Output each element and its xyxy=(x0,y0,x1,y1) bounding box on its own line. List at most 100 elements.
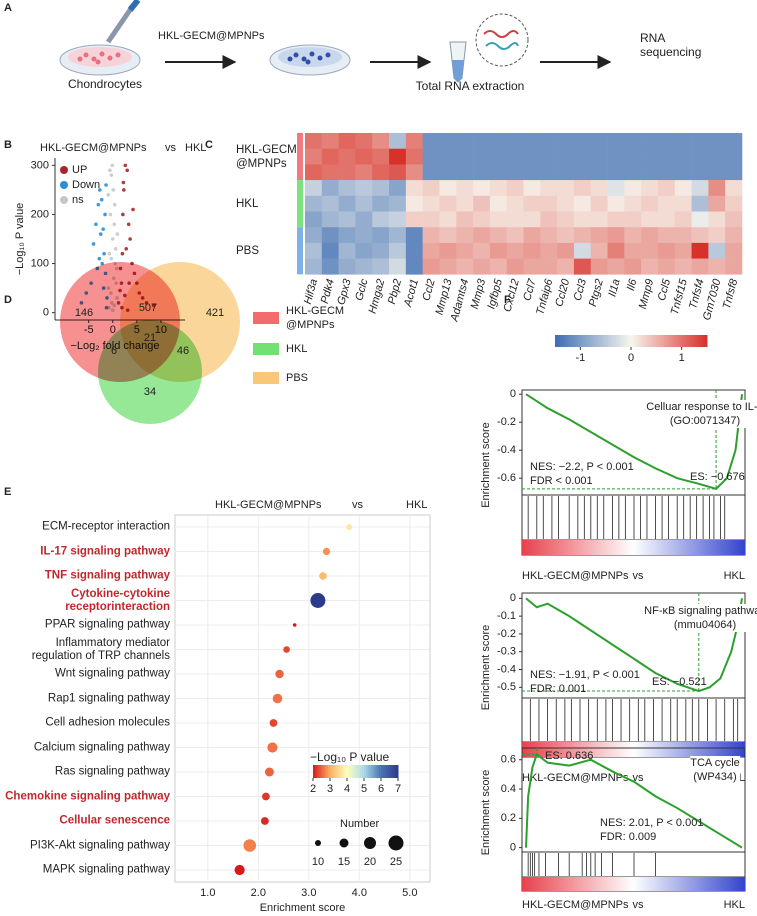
enrichment-curve xyxy=(525,752,743,849)
data-point xyxy=(102,251,106,256)
heatmap-cell xyxy=(725,258,743,275)
data-point xyxy=(111,188,116,192)
heatmap-cell xyxy=(338,227,356,244)
heatmap-cell xyxy=(405,227,423,244)
category-label: Cell adhesion molecules xyxy=(45,716,170,729)
colorbar-step xyxy=(691,335,695,347)
heatmap-cell xyxy=(372,242,390,259)
size-legend-label: 10 xyxy=(312,856,324,868)
x-tick-label: 1.0 xyxy=(200,887,215,899)
heatmap-cell xyxy=(557,164,575,181)
heatmap-cell xyxy=(506,227,524,244)
colorbar-step xyxy=(620,335,624,347)
group-bar xyxy=(297,133,303,181)
legend-swatch xyxy=(253,343,279,355)
colorbar-step xyxy=(357,765,361,778)
heatmap-cell xyxy=(473,258,491,275)
data-point xyxy=(110,163,115,168)
heatmap-cell xyxy=(355,133,373,149)
colorbar-title: −Log₁₀ P value xyxy=(310,750,390,764)
colorbar-step xyxy=(704,335,708,347)
category-label: Rap1 signaling pathway xyxy=(47,692,170,704)
heatmap-cell xyxy=(389,133,407,149)
heatmap-cell xyxy=(708,258,726,275)
colorbar-step xyxy=(325,765,329,778)
colorbar-step xyxy=(366,765,369,778)
colorbar-tick-label: 3 xyxy=(327,783,333,795)
heatmap-cell xyxy=(372,180,390,197)
colorbar-step xyxy=(349,765,352,778)
y-tick-label: 0.6 xyxy=(501,754,516,766)
colorbar-step xyxy=(676,335,680,347)
heatmap-cell xyxy=(389,180,407,197)
heatmap-cell xyxy=(422,148,440,165)
heatmap-cell xyxy=(456,164,474,181)
data-point xyxy=(107,251,112,256)
heatmap-cell xyxy=(725,180,743,197)
y-tick-label: -0.2 xyxy=(497,416,516,428)
dot xyxy=(322,547,331,556)
heatmap-cell xyxy=(422,227,440,244)
dot xyxy=(267,742,278,753)
column-label: Cxcl12 xyxy=(502,278,522,314)
x-tick-label: 2.0 xyxy=(251,887,266,899)
heatmap-cell xyxy=(372,258,390,275)
heatmap-cell xyxy=(607,227,625,244)
colorbar-step xyxy=(313,765,316,778)
colorbar-step xyxy=(666,335,670,347)
legend-label: ns xyxy=(72,194,84,206)
heatmap-cell xyxy=(405,148,423,165)
heatmap-cell xyxy=(506,242,524,259)
heatmap-cell xyxy=(573,258,592,275)
es-label: ES: −0.521 xyxy=(652,676,707,688)
heatmap-cell xyxy=(305,133,323,149)
category-label: PPAR signaling pathway xyxy=(44,618,170,631)
heatmap-cell xyxy=(372,164,390,181)
data-point xyxy=(110,237,115,241)
category-label: Cytokine-cytokine receptorinteraction xyxy=(65,587,170,613)
pathway-label: Celluar response to IL-1 (GO:0071347) xyxy=(646,400,757,428)
colorbar-step xyxy=(567,335,571,347)
dot xyxy=(243,839,257,852)
heatmap-cell xyxy=(540,195,558,212)
group-label: HKL-GECM@MPNPs xyxy=(522,570,629,582)
heatmap-cell xyxy=(321,180,339,197)
colorbar-step xyxy=(686,335,690,347)
heatmap-cell xyxy=(372,195,390,212)
category-label: IL-17 signaling pathway xyxy=(40,545,170,557)
heatmap-cell xyxy=(691,133,709,149)
data-point xyxy=(128,237,132,241)
heatmap-cell xyxy=(405,211,423,228)
heatmap-cell xyxy=(473,227,491,244)
category-label: Chemokine signaling pathway xyxy=(5,790,170,802)
rank-gradient xyxy=(522,540,745,555)
heatmap-cell xyxy=(405,164,423,181)
colorbar-step xyxy=(364,765,367,778)
y-tick-label: 300 xyxy=(31,159,49,171)
data-point xyxy=(121,212,125,217)
colorbar-step xyxy=(663,335,667,347)
y-tick-label: 100 xyxy=(31,257,49,269)
heatmap-cell xyxy=(422,180,440,197)
legend-label: HKL xyxy=(286,343,308,355)
step-label: Chondrocytes xyxy=(67,77,143,91)
heatmap-cell xyxy=(573,195,592,212)
pathway-label: TCA cycle (WP434) xyxy=(690,756,740,784)
heatmap-cell xyxy=(422,211,440,228)
data-point xyxy=(109,256,114,261)
colorbar-step xyxy=(623,335,627,347)
heatmap-cell xyxy=(456,133,474,149)
data-point xyxy=(101,227,105,231)
colorbar-step xyxy=(385,765,388,778)
colorbar-step xyxy=(565,335,569,347)
heatmap-cell xyxy=(540,242,558,259)
heatmap-cell xyxy=(321,133,339,149)
colorbar-step xyxy=(608,335,612,347)
venn-count: 34 xyxy=(144,386,156,398)
heatmap-cell xyxy=(506,180,524,197)
colorbar-step xyxy=(378,765,382,778)
colorbar-step xyxy=(334,765,337,778)
colorbar-step xyxy=(636,335,640,347)
heatmap-cell xyxy=(674,242,692,259)
